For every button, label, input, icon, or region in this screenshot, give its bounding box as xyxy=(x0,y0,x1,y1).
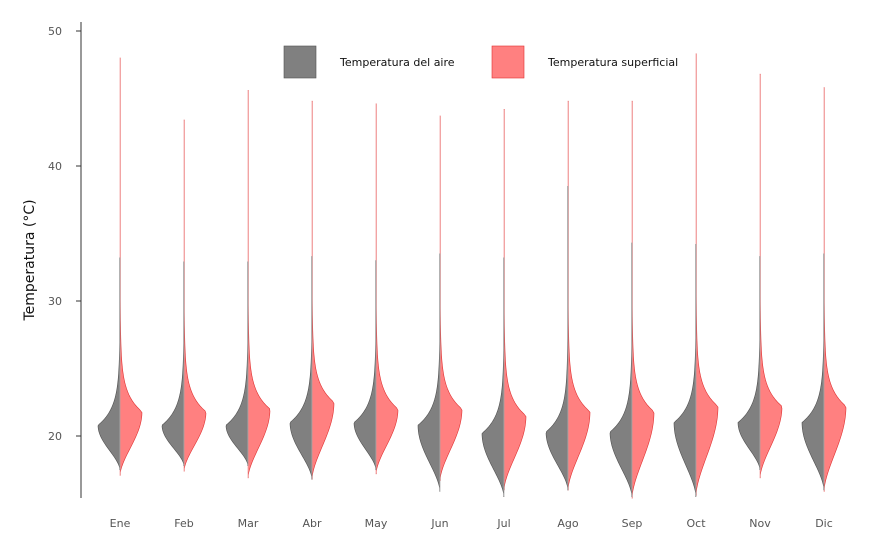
surface-temp-violin xyxy=(375,103,399,475)
x-tick-label: Nov xyxy=(749,517,771,530)
x-tick-label: Mar xyxy=(238,517,259,530)
air-temp-violin xyxy=(161,261,185,466)
y-tick-label: 30 xyxy=(48,295,62,308)
air-temp-violin xyxy=(225,261,249,466)
air-temp-violin xyxy=(545,185,569,491)
surface-temp-violin xyxy=(823,87,847,492)
surface-temp-violin xyxy=(183,119,207,472)
air-temp-violin xyxy=(289,256,313,480)
y-tick-label: 50 xyxy=(48,25,62,38)
air-temp-violin xyxy=(737,256,761,471)
y-axis-title: Temperatura (°C) xyxy=(22,199,38,321)
surface-temp-violin xyxy=(759,73,783,479)
legend-label: Temperatura superficial xyxy=(547,56,678,69)
x-tick-label: Oct xyxy=(686,517,706,530)
air-temp-violin xyxy=(801,253,825,491)
air-temp-violin xyxy=(673,244,697,498)
x-tick-label: Ago xyxy=(557,517,579,530)
surface-temp-violin xyxy=(567,100,591,491)
legend-swatch xyxy=(283,45,317,79)
legend-swatch xyxy=(491,45,525,79)
air-temp-violin xyxy=(481,257,505,498)
air-temp-violin xyxy=(353,260,377,471)
y-tick-label: 40 xyxy=(48,160,62,173)
air-temp-violin xyxy=(417,253,441,492)
x-tick-label: Jun xyxy=(430,517,448,530)
surface-temp-violin xyxy=(631,100,655,499)
surface-temp-violin xyxy=(311,100,335,480)
x-tick-label: Feb xyxy=(174,517,193,530)
surface-temp-violin xyxy=(119,57,143,476)
air-temp-violin xyxy=(609,242,633,498)
y-tick-label: 20 xyxy=(48,430,62,443)
surface-temp-violin xyxy=(503,109,527,491)
legend: Temperatura del aire Temperatura superfic… xyxy=(283,45,678,79)
x-tick-label: May xyxy=(365,517,388,530)
x-tick-label: Sep xyxy=(622,517,643,530)
x-tick-label: Dic xyxy=(815,517,833,530)
surface-temp-violin xyxy=(247,90,271,479)
surface-temp-violin xyxy=(439,115,463,481)
legend-label: Temperatura del aire xyxy=(339,56,455,69)
x-tick-label: Ene xyxy=(110,517,131,530)
surface-temp-violin xyxy=(695,53,719,496)
air-temp-violin xyxy=(97,257,121,471)
x-tick-label: Jul xyxy=(496,517,510,530)
x-tick-label: Abr xyxy=(302,517,322,530)
